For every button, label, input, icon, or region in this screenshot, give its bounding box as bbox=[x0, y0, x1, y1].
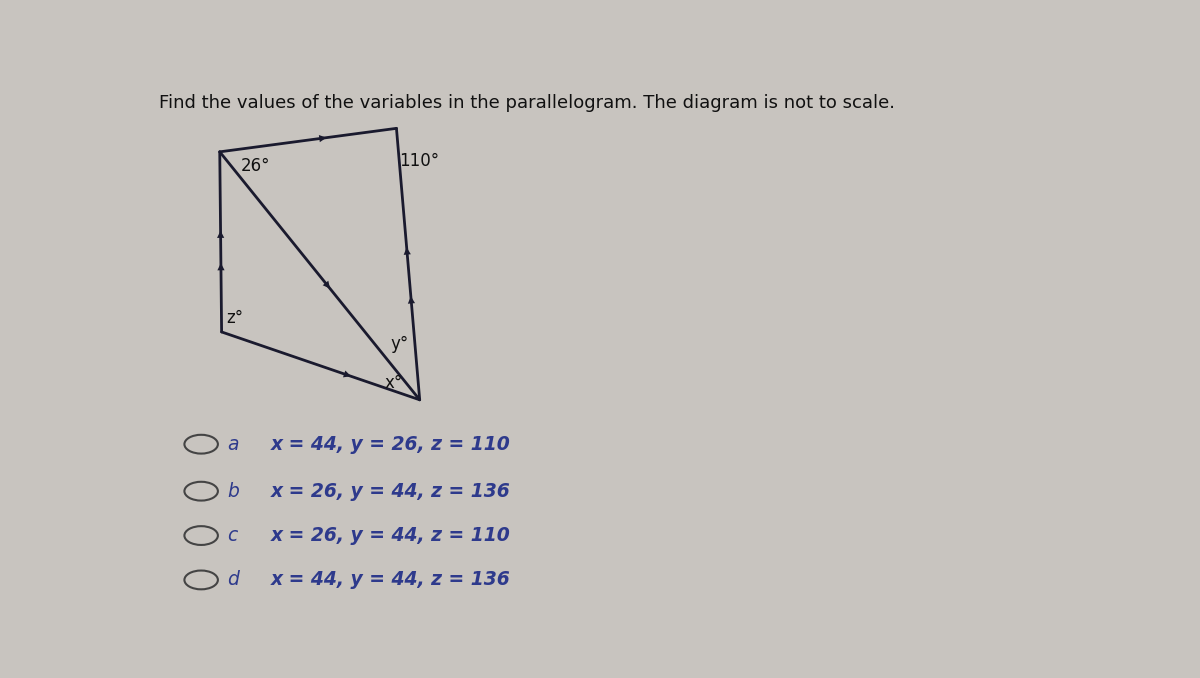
Text: d: d bbox=[227, 570, 239, 589]
Text: b: b bbox=[227, 481, 239, 500]
Text: z°: z° bbox=[227, 308, 244, 327]
Text: x = 26, y = 44, z = 136: x = 26, y = 44, z = 136 bbox=[271, 481, 511, 500]
Text: x°: x° bbox=[384, 374, 403, 392]
Text: x = 26, y = 44, z = 110: x = 26, y = 44, z = 110 bbox=[271, 526, 511, 545]
Text: a: a bbox=[227, 435, 239, 454]
Text: 110°: 110° bbox=[400, 152, 439, 170]
Text: c: c bbox=[227, 526, 238, 545]
Text: x = 44, y = 26, z = 110: x = 44, y = 26, z = 110 bbox=[271, 435, 511, 454]
Text: 26°: 26° bbox=[241, 157, 271, 175]
Text: Find the values of the variables in the parallelogram. The diagram is not to sca: Find the values of the variables in the … bbox=[160, 94, 895, 113]
Text: y°: y° bbox=[390, 335, 408, 353]
Text: x = 44, y = 44, z = 136: x = 44, y = 44, z = 136 bbox=[271, 570, 511, 589]
